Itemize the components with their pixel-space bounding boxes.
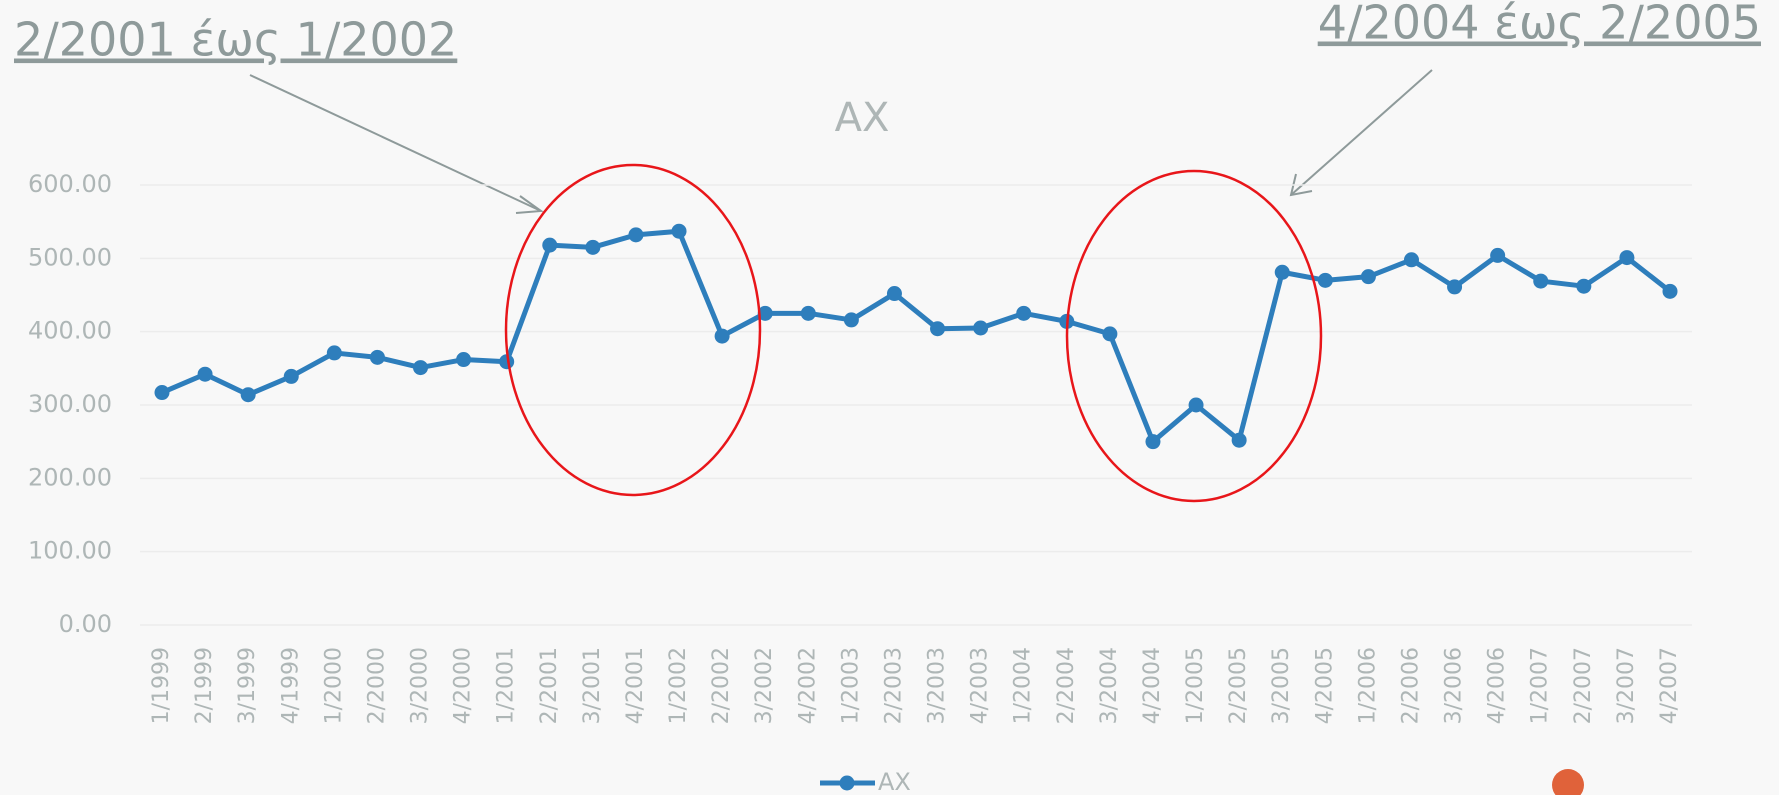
data-point [1145,434,1161,450]
data-point [1188,397,1204,413]
data-point [930,321,946,337]
data-point [714,328,730,344]
data-point [1231,432,1247,448]
y-tick-label: 0.00 [59,610,112,638]
x-tick-label: 3/2006 [1442,647,1467,724]
x-tick-label: 2/2001 [537,647,562,724]
highlight-ellipse [504,163,762,497]
data-point [1102,326,1118,342]
y-tick-label: 600.00 [28,170,112,198]
x-tick-label: 4/2001 [623,647,648,724]
x-tick-label: 1/1999 [149,647,174,724]
data-point [240,387,256,403]
x-tick-label: 1/2001 [494,647,519,724]
x-tick-label: 2/2003 [881,647,906,724]
data-point [542,237,558,253]
x-tick-label: 4/2002 [795,647,820,724]
data-point [1662,283,1678,299]
x-tick-label: 1/2006 [1355,647,1380,724]
data-point [757,305,773,321]
x-tick-label: 3/1999 [235,647,260,724]
x-tick-label: 3/2000 [408,647,433,724]
data-point [1317,272,1333,288]
y-tick-label: 300.00 [28,390,112,418]
x-tick-label: 2/1999 [192,647,217,724]
data-point [843,312,859,328]
data-point [1447,279,1463,295]
x-tick-label: 4/1999 [278,647,303,724]
data-point [1490,247,1506,263]
data-point [413,360,429,376]
x-tick-label: 2/2000 [364,647,389,724]
data-point [326,345,342,361]
x-tick-label: 1/2003 [838,647,863,724]
x-tick-label: 1/2002 [666,647,691,724]
x-tick-label: 4/2007 [1657,647,1682,724]
x-tick-label: 1/2000 [321,647,346,724]
x-tick-label: 1/2004 [1011,647,1036,724]
data-point [886,286,902,302]
data-point [1576,278,1592,294]
annotation: 2/2001 έως 1/2002 [14,13,457,67]
x-tick-label: 4/2004 [1140,647,1165,724]
data-point [1016,305,1032,321]
data-point [283,368,299,384]
data-point [1274,264,1290,280]
y-tick-label: 500.00 [28,243,112,271]
data-point [585,239,601,255]
x-tick-label: 4/2006 [1485,647,1510,724]
x-tick-label: 4/2005 [1312,647,1337,724]
chart-title: AX [835,95,890,141]
data-point [973,320,989,336]
legend-marker [839,775,855,791]
data-point [628,227,644,243]
x-tick-label: 3/2005 [1269,647,1294,724]
x-tick-label: 3/2007 [1614,647,1639,724]
data-point [456,352,472,368]
y-tick-label: 200.00 [28,463,112,491]
data-point [800,305,816,321]
annotation: 4/2004 έως 2/2005 [1318,0,1761,50]
data-point [154,385,170,401]
x-tick-label: 4/2000 [451,647,476,724]
data-point [1533,273,1549,289]
legend-label: AX [878,768,911,795]
x-tick-label: 1/2005 [1183,647,1208,724]
x-tick-label: 2/2007 [1571,647,1596,724]
y-tick-label: 400.00 [28,317,112,345]
data-line [161,228,1672,445]
data-point [671,223,687,239]
x-tick-label: 3/2003 [925,647,950,724]
data-point [369,349,385,365]
x-tick-label: 3/2002 [752,647,777,724]
y-tick-label: 100.00 [28,537,112,565]
x-tick-label: 2/2006 [1398,647,1423,724]
x-tick-label: 4/2003 [968,647,993,724]
data-point [1403,252,1419,268]
x-tick-label: 2/2002 [709,647,734,724]
x-tick-label: 3/2004 [1097,647,1122,724]
data-point [1619,250,1635,266]
arrows [249,69,1433,214]
data-point [197,366,213,382]
data-point [499,354,515,370]
x-tick-label: 2/2004 [1054,647,1079,724]
x-tick-label: 2/2005 [1226,647,1251,724]
logo [1552,769,1584,795]
highlight-ellipse [1065,169,1323,503]
x-tick-label: 3/2001 [580,647,605,724]
x-tick-label: 1/2007 [1528,647,1553,724]
data-point [1360,269,1376,285]
